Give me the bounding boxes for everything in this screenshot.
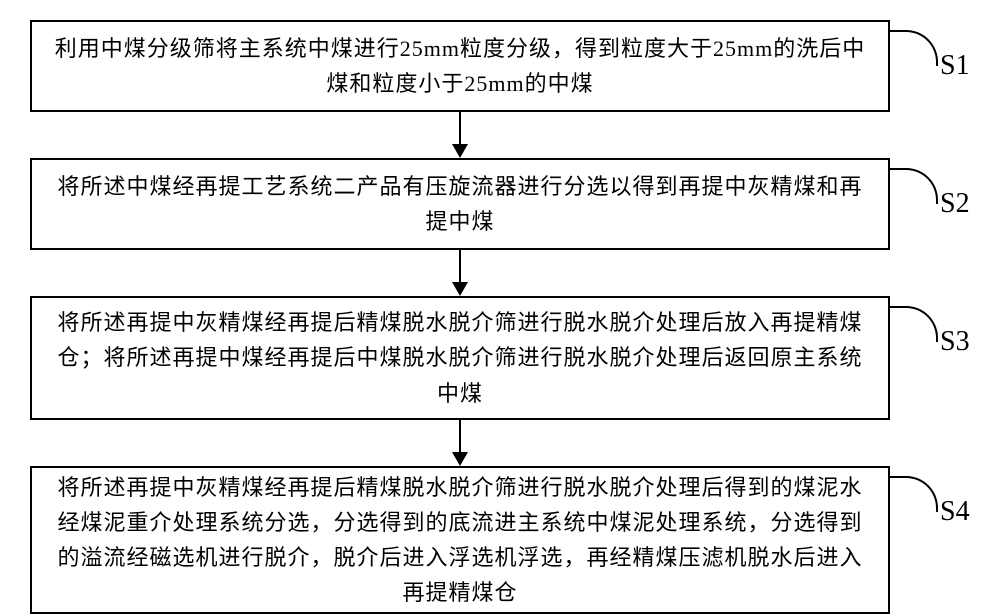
arrow-line-2 [459,250,461,282]
arrow-line-1 [459,112,461,144]
arrow-line-3 [459,420,461,452]
connector-s3 [888,306,938,342]
connector-s1 [888,30,938,66]
arrow-head-3 [452,452,468,466]
step-text: 将所述再提中灰精煤经再提后精煤脱水脱介筛进行脱水脱介处理后得到的煤泥水经煤泥重介… [52,470,868,611]
flowchart-step-s3: 将所述再提中灰精煤经再提后精煤脱水脱介筛进行脱水脱介处理后放入再提精煤仓；将所述… [30,296,890,420]
flowchart-step-s1: 利用中煤分级筛将主系统中煤进行25mm粒度分级，得到粒度大于25mm的洗后中煤和… [30,20,890,112]
arrow-head-1 [452,144,468,158]
step-label-s4: S4 [940,496,970,528]
step-label-s3: S3 [940,326,970,358]
arrow-head-2 [452,282,468,296]
step-text: 将所述再提中灰精煤经再提后精煤脱水脱介筛进行脱水脱介处理后放入再提精煤仓；将所述… [52,305,868,411]
flowchart-step-s2: 将所述中煤经再提工艺系统二产品有压旋流器进行分选以得到再提中灰精煤和再提中煤 [30,158,890,250]
flowchart-step-s4: 将所述再提中灰精煤经再提后精煤脱水脱介筛进行脱水脱介处理后得到的煤泥水经煤泥重介… [30,466,890,614]
connector-s2 [888,168,938,204]
step-text: 利用中煤分级筛将主系统中煤进行25mm粒度分级，得到粒度大于25mm的洗后中煤和… [52,31,868,101]
step-label-s2: S2 [940,188,970,220]
step-label-s1: S1 [940,50,970,82]
step-text: 将所述中煤经再提工艺系统二产品有压旋流器进行分选以得到再提中灰精煤和再提中煤 [52,169,868,239]
connector-s4 [888,476,938,512]
